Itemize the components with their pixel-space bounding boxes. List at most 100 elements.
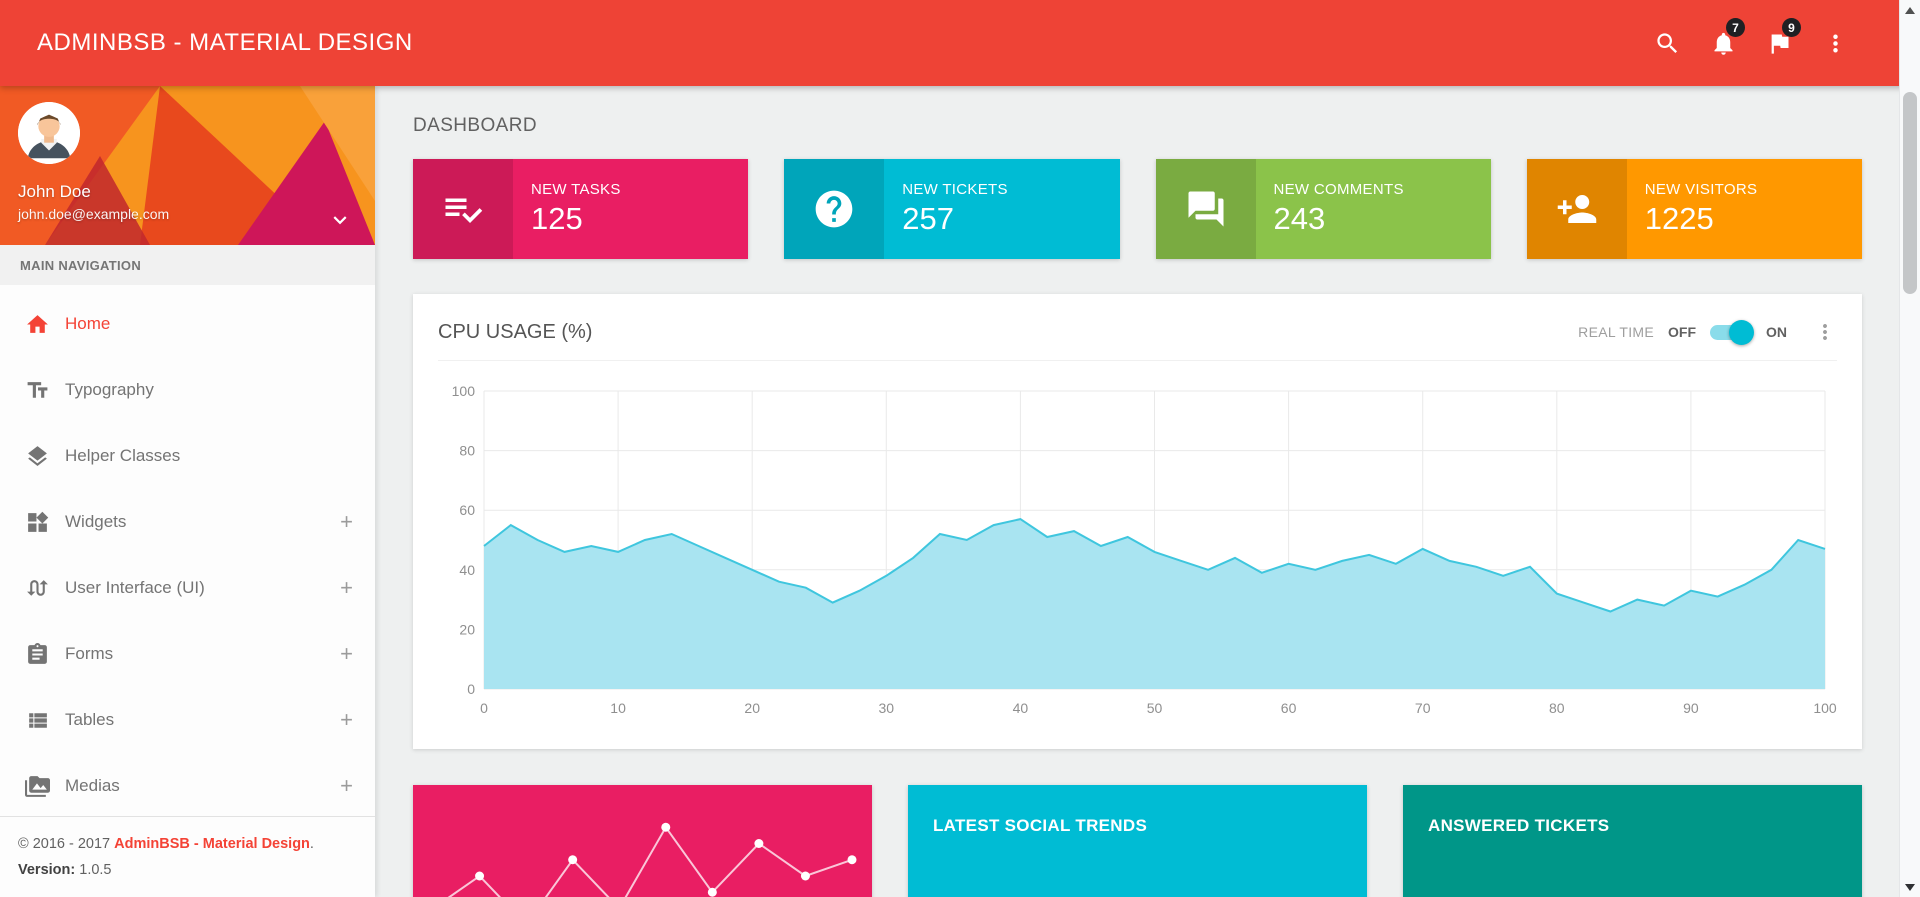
svg-text:30: 30 bbox=[879, 700, 895, 716]
svg-text:40: 40 bbox=[1013, 700, 1029, 716]
cpu-usage-chart: 0 10 20 30 40 50 60 70 80 90 100 0 20 40 60 80 100 bbox=[452, 383, 1837, 716]
info-box-icon-area bbox=[784, 159, 885, 259]
more-menu-button[interactable] bbox=[1810, 15, 1860, 71]
sidebar-item-widgets[interactable]: Widgets + bbox=[0, 489, 375, 555]
realtime-toggle[interactable] bbox=[1710, 319, 1754, 345]
svg-text:100: 100 bbox=[1813, 700, 1837, 716]
card-more-vert-icon[interactable] bbox=[1813, 320, 1837, 344]
chevron-down-icon[interactable] bbox=[327, 207, 353, 233]
toggle-off-label: OFF bbox=[1668, 324, 1696, 340]
app-title: ADMINBSB - MATERIAL DESIGN bbox=[37, 29, 413, 56]
main-content: DASHBOARD NEW TASKS 125 NEW TICKETS 257 bbox=[375, 0, 1899, 897]
cpu-card-header: CPU USAGE (%) REAL TIME OFF ON bbox=[438, 319, 1837, 361]
version-line: Version: 1.0.5 bbox=[18, 857, 357, 883]
bell-icon bbox=[1714, 32, 1732, 55]
sidebar-item-helper-classes[interactable]: Helper Classes bbox=[0, 423, 375, 489]
user-email: john.doe@example.com bbox=[18, 206, 170, 222]
assignment-icon bbox=[28, 642, 47, 664]
copyright-line: © 2016 - 2017 AdminBSB - Material Design… bbox=[18, 831, 357, 857]
sidebar-item-user-interface[interactable]: User Interface (UI) + bbox=[0, 555, 375, 621]
cpu-chart-container: 0 10 20 30 40 50 60 70 80 90 100 0 20 40 60 80 100 bbox=[438, 383, 1837, 723]
info-box-icon-area bbox=[1526, 159, 1627, 259]
notifications-badge: 7 bbox=[1726, 18, 1745, 37]
swap-calls-icon bbox=[27, 579, 48, 596]
playlist-check-icon bbox=[445, 198, 483, 223]
answered-tickets-card[interactable]: ANSWERED TICKETS bbox=[1403, 785, 1862, 897]
sidebar-item-label: Forms bbox=[65, 644, 114, 663]
search-icon bbox=[1656, 32, 1677, 53]
sidebar-menu: Home Typography Helper Classes Widgets +… bbox=[0, 285, 375, 819]
info-box-new-tickets[interactable]: NEW TICKETS 257 bbox=[784, 159, 1120, 259]
social-trends-card[interactable]: LATEST SOCIAL TRENDS bbox=[908, 785, 1367, 897]
text-fields-icon bbox=[27, 381, 48, 398]
sidebar-item-label: Typography bbox=[65, 380, 154, 399]
cpu-usage-card: CPU USAGE (%) REAL TIME OFF ON 0 10 20 30 40… bbox=[413, 294, 1862, 749]
top-navbar: ADMINBSB - MATERIAL DESIGN 7 9 bbox=[0, 0, 1920, 86]
layers-icon bbox=[28, 445, 47, 466]
media-icon bbox=[25, 775, 50, 797]
info-box-new-comments[interactable]: NEW COMMENTS 243 bbox=[1155, 159, 1491, 259]
expand-icon[interactable]: + bbox=[340, 641, 353, 666]
home-icon bbox=[27, 314, 48, 333]
left-sidebar: John Doe john.doe@example.com MAIN NAVIG… bbox=[0, 86, 375, 897]
user-name: John Doe bbox=[18, 182, 91, 201]
social-trends-title: LATEST SOCIAL TRENDS bbox=[933, 816, 1148, 835]
expand-icon[interactable]: + bbox=[340, 509, 353, 534]
answered-tickets-title: ANSWERED TICKETS bbox=[1428, 816, 1610, 835]
pink-chart-card[interactable] bbox=[413, 785, 872, 897]
info-box-value: 257 bbox=[902, 201, 954, 236]
svg-text:80: 80 bbox=[459, 443, 475, 459]
info-box-new-visitors[interactable]: NEW VISITORS 1225 bbox=[1526, 159, 1862, 259]
pink-sparkline-chart bbox=[447, 822, 857, 897]
flag-button[interactable]: 9 bbox=[1754, 15, 1804, 71]
info-box-label: NEW TASKS bbox=[531, 181, 621, 198]
bottom-cards-row: LATEST SOCIAL TRENDS ANSWERED TICKETS bbox=[413, 785, 1862, 897]
help-icon bbox=[815, 190, 853, 228]
cpu-card-controls: REAL TIME OFF ON bbox=[1578, 319, 1837, 345]
info-box-new-tasks[interactable]: NEW TASKS 125 bbox=[413, 159, 749, 259]
scroll-down-arrow[interactable] bbox=[1900, 879, 1920, 895]
svg-text:0: 0 bbox=[467, 681, 475, 697]
sidebar-item-label: Medias bbox=[65, 776, 120, 795]
svg-text:50: 50 bbox=[1147, 700, 1163, 716]
sidebar-item-label: Widgets bbox=[65, 512, 127, 531]
more-vert-icon bbox=[1832, 34, 1838, 52]
svg-text:10: 10 bbox=[610, 700, 626, 716]
scroll-thumb[interactable] bbox=[1903, 92, 1917, 294]
user-avatar[interactable] bbox=[18, 102, 80, 164]
nav-section-label: MAIN NAVIGATION bbox=[0, 245, 375, 285]
svg-text:40: 40 bbox=[459, 562, 475, 578]
sidebar-item-label: Tables bbox=[65, 710, 115, 729]
svg-text:80: 80 bbox=[1549, 700, 1565, 716]
page-title: DASHBOARD bbox=[413, 115, 537, 136]
sidebar-item-medias[interactable]: Medias + bbox=[0, 753, 375, 819]
search-button[interactable] bbox=[1642, 15, 1692, 71]
adminbsb-link[interactable]: AdminBSB - Material Design bbox=[114, 835, 310, 852]
sidebar-item-tables[interactable]: Tables + bbox=[0, 687, 375, 753]
navbar-actions: 7 9 bbox=[1636, 15, 1860, 71]
page-scrollbar[interactable] bbox=[1899, 0, 1920, 897]
info-box-value: 125 bbox=[531, 201, 583, 236]
flag-icon bbox=[1771, 34, 1788, 54]
notifications-button[interactable]: 7 bbox=[1698, 15, 1748, 71]
info-box-label: NEW TICKETS bbox=[902, 181, 1008, 198]
person-add-icon bbox=[1557, 195, 1596, 223]
svg-text:20: 20 bbox=[459, 621, 475, 637]
scroll-up-arrow[interactable] bbox=[1900, 2, 1920, 18]
sidebar-item-home[interactable]: Home bbox=[0, 291, 375, 357]
sidebar-item-forms[interactable]: Forms + bbox=[0, 621, 375, 687]
view-list-icon bbox=[29, 712, 47, 728]
toggle-knob bbox=[1729, 319, 1754, 345]
expand-icon[interactable]: + bbox=[340, 575, 353, 600]
svg-text:100: 100 bbox=[452, 383, 476, 399]
sidebar-item-typography[interactable]: Typography bbox=[0, 357, 375, 423]
expand-icon[interactable]: + bbox=[340, 707, 353, 732]
expand-icon[interactable]: + bbox=[340, 773, 353, 798]
sidebar-footer: © 2016 - 2017 AdminBSB - Material Design… bbox=[0, 815, 375, 897]
info-box-icon-area bbox=[413, 159, 513, 259]
widgets-icon bbox=[28, 511, 49, 532]
realtime-label: REAL TIME bbox=[1578, 324, 1654, 340]
forum-icon bbox=[1188, 191, 1223, 227]
toggle-on-label: ON bbox=[1766, 324, 1787, 340]
info-box-texts: NEW COMMENTS 243 bbox=[1256, 159, 1404, 259]
